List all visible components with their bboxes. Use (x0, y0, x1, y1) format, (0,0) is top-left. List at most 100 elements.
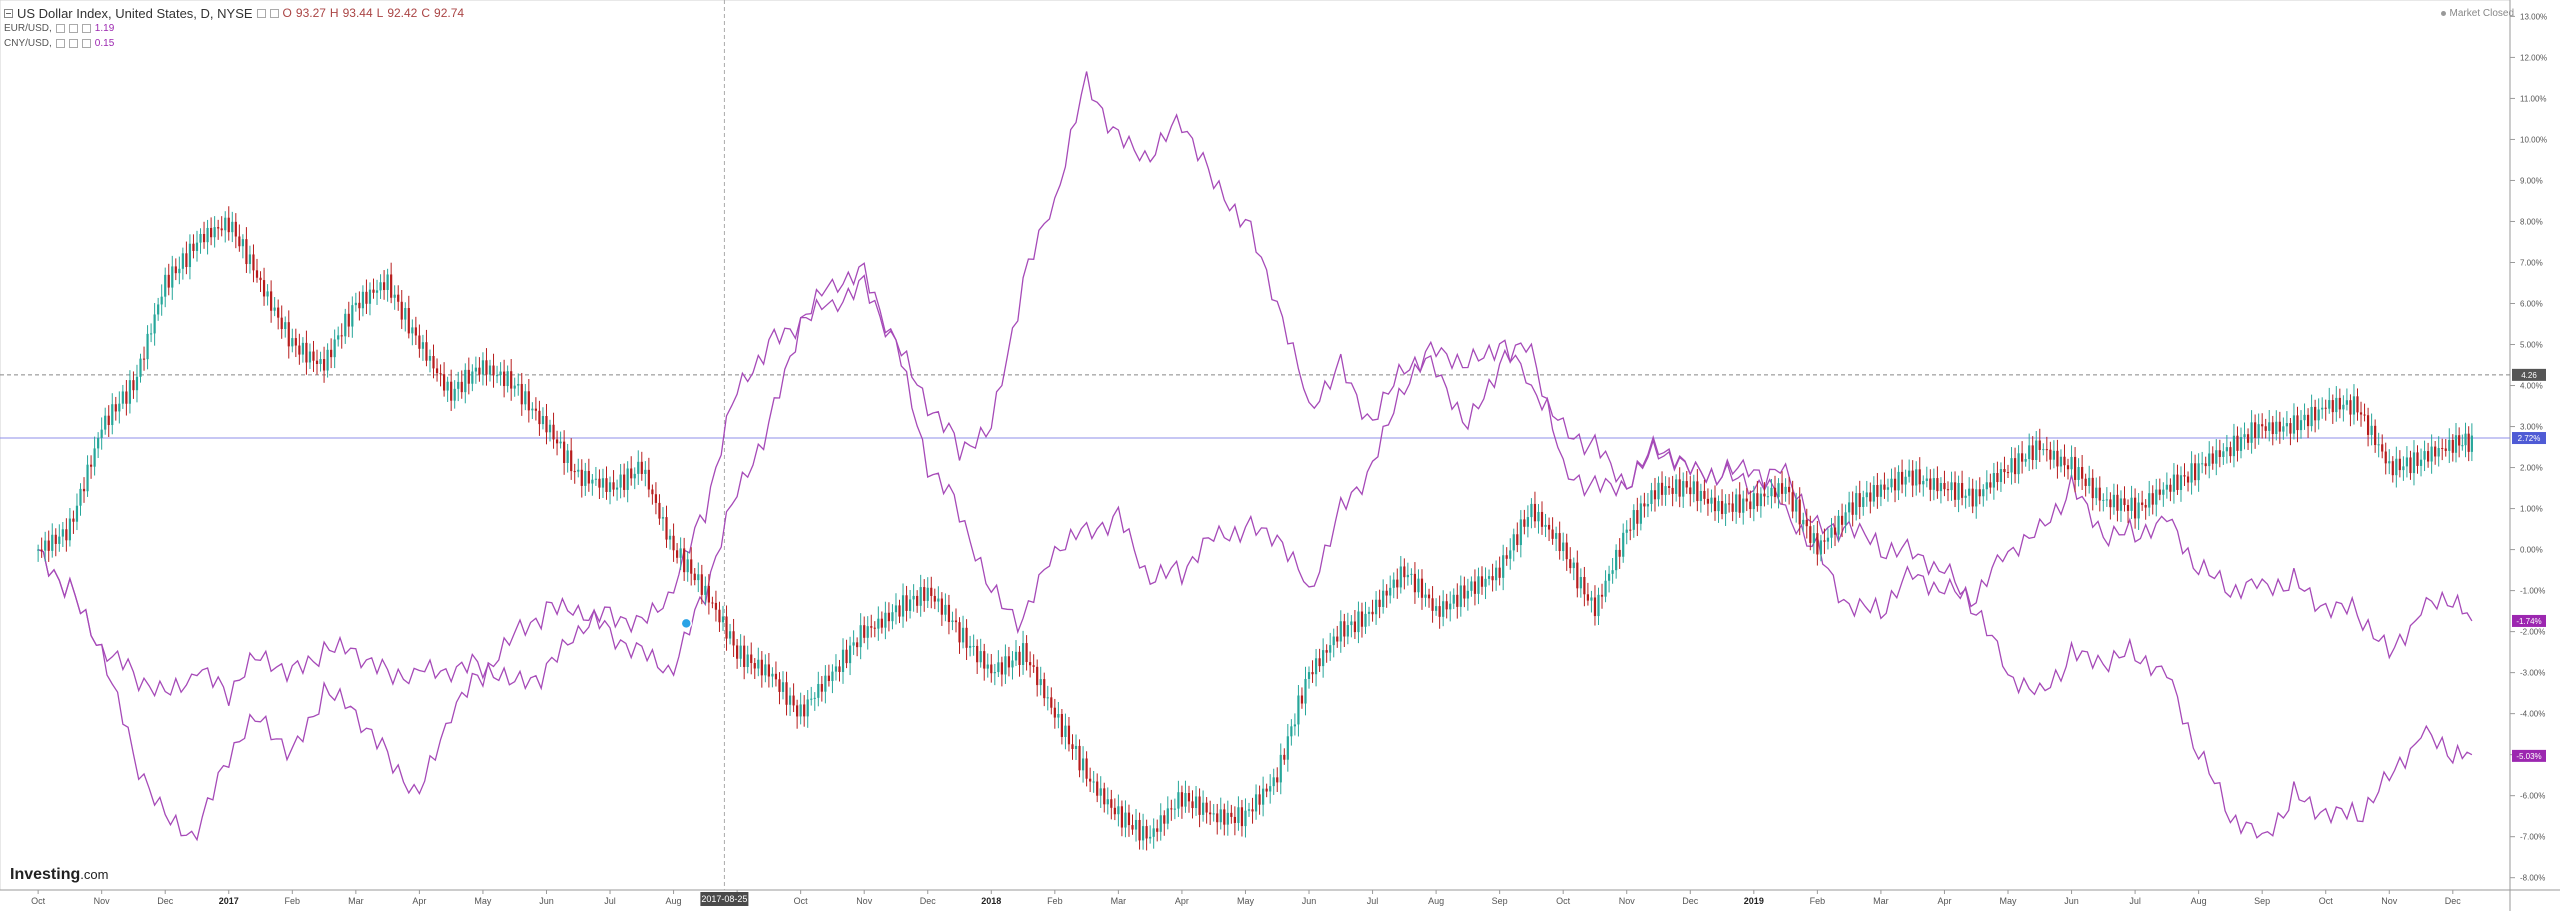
candle-body (1597, 594, 1600, 617)
candle-body (1657, 482, 1660, 500)
settings-icon[interactable] (68, 24, 78, 33)
candle-body (1526, 517, 1529, 527)
candle-body (1435, 606, 1438, 611)
candle-body (1569, 559, 1572, 569)
candle-body (404, 308, 407, 320)
candle-body (135, 376, 139, 391)
eye-icon[interactable] (55, 24, 65, 33)
candle-body (1110, 799, 1113, 808)
candle-body (1558, 533, 1561, 552)
candle-body (2257, 424, 2260, 438)
candle-body (1982, 489, 1985, 497)
remove-icon[interactable] (81, 39, 91, 48)
eye-icon[interactable] (256, 9, 266, 18)
candle-body (248, 254, 252, 265)
eye-icon[interactable] (55, 39, 65, 48)
x-tick-label: Oct (2319, 896, 2334, 906)
candle-body (856, 642, 859, 648)
candle-body (1855, 493, 1858, 515)
eurusd-label[interactable]: EUR/USD, (4, 23, 52, 34)
high-label: H (329, 6, 339, 20)
candle-body (2201, 463, 2204, 465)
candle-body (2264, 426, 2267, 431)
candle-body (1029, 662, 1032, 666)
candle-body (47, 540, 50, 551)
candle-body (1653, 490, 1657, 500)
candle-body (1759, 493, 1762, 507)
candle-body (990, 664, 993, 674)
candle-body (1491, 576, 1494, 581)
candle-body (1138, 819, 1141, 841)
candle-body (1950, 482, 1953, 491)
candle-body (1618, 549, 1621, 557)
candle-body (1604, 580, 1607, 597)
candle-body (1756, 493, 1759, 507)
candle-body (1173, 808, 1176, 810)
candle-body (601, 478, 605, 488)
candle-body (534, 408, 537, 411)
candle-body (2317, 409, 2320, 421)
candle-body (2021, 453, 2024, 462)
candle-body (930, 587, 933, 596)
x-tick-label: Apr (1175, 896, 1189, 906)
cnyusd-label[interactable]: CNY/USD, (4, 38, 52, 49)
candle-body (330, 349, 333, 358)
x-tick-label: 2018 (981, 896, 1001, 906)
candle-body (1936, 478, 1939, 492)
candle-body (188, 243, 192, 268)
candle-body (675, 550, 679, 558)
candle-body (2006, 472, 2010, 474)
candle-body (2464, 433, 2467, 446)
candle-body (1247, 809, 1251, 811)
candle-body (580, 469, 583, 486)
x-tick-label: Oct (794, 896, 809, 906)
candle-body (1502, 555, 1505, 578)
brand-name: Investing (10, 866, 81, 883)
compare-series-line-1 (37, 274, 2473, 842)
candle-body (1886, 487, 1890, 490)
candle-body (2409, 457, 2412, 474)
candle-body (340, 335, 343, 337)
candle-body (1713, 497, 1717, 512)
candle-body (2352, 396, 2356, 415)
candle-body (220, 228, 223, 231)
candle-body (2169, 484, 2172, 492)
candle-body (1770, 487, 1773, 497)
candle-body (1872, 485, 1875, 502)
candle-body (1007, 656, 1011, 668)
x-tick-label: Sep (1492, 896, 1508, 906)
candle-body (1043, 679, 1046, 699)
y-tick-label: 0.00% (2520, 546, 2543, 555)
y-tick-label: -8.00% (2520, 874, 2545, 883)
candle-body (1300, 695, 1304, 704)
candle-body (358, 302, 361, 309)
candle-body (1929, 478, 1932, 490)
main-symbol-title[interactable]: US Dollar Index, United States, D, NYSE (17, 6, 253, 21)
candle-body (1085, 758, 1088, 779)
candle-body (1696, 481, 1699, 502)
collapse-icon[interactable] (4, 9, 13, 18)
candle-body (224, 217, 227, 231)
candle-body (661, 517, 665, 519)
candle-body (827, 675, 831, 682)
axis-value-badge-label: -5.03% (2516, 752, 2541, 761)
candle-body (714, 602, 718, 610)
settings-icon[interactable] (68, 39, 78, 48)
candle-body (2035, 440, 2038, 461)
remove-icon[interactable] (81, 24, 91, 33)
candle-body (1893, 478, 1897, 491)
candle-body (707, 585, 710, 603)
candle-body (1823, 540, 1826, 542)
x-tick-label: May (474, 896, 492, 906)
candle-body (771, 673, 774, 677)
candle-body (1036, 666, 1039, 686)
candle-body (1540, 511, 1544, 527)
candle-body (104, 415, 107, 430)
candle-body (2268, 422, 2271, 431)
candle-body (1484, 578, 1487, 587)
settings-icon[interactable] (269, 9, 279, 18)
candle-body (873, 627, 876, 629)
candle-body (75, 505, 79, 522)
candle-body (2454, 435, 2458, 453)
